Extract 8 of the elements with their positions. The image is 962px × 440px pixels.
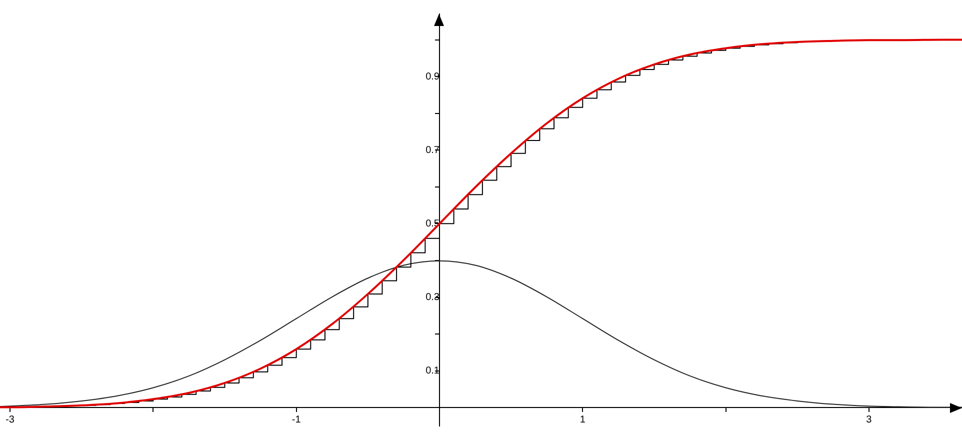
x-tick-label: 3	[866, 414, 872, 426]
line-series	[0, 38, 962, 408]
x-tick-label: -1	[292, 414, 302, 426]
x-tick-label: -3	[6, 414, 15, 426]
x-tick-label: 1	[580, 414, 586, 426]
y-tick-label: 0.1	[426, 366, 440, 377]
y-tick-label: 0.7	[426, 144, 440, 156]
y-tick-label: 0.3	[426, 292, 440, 303]
